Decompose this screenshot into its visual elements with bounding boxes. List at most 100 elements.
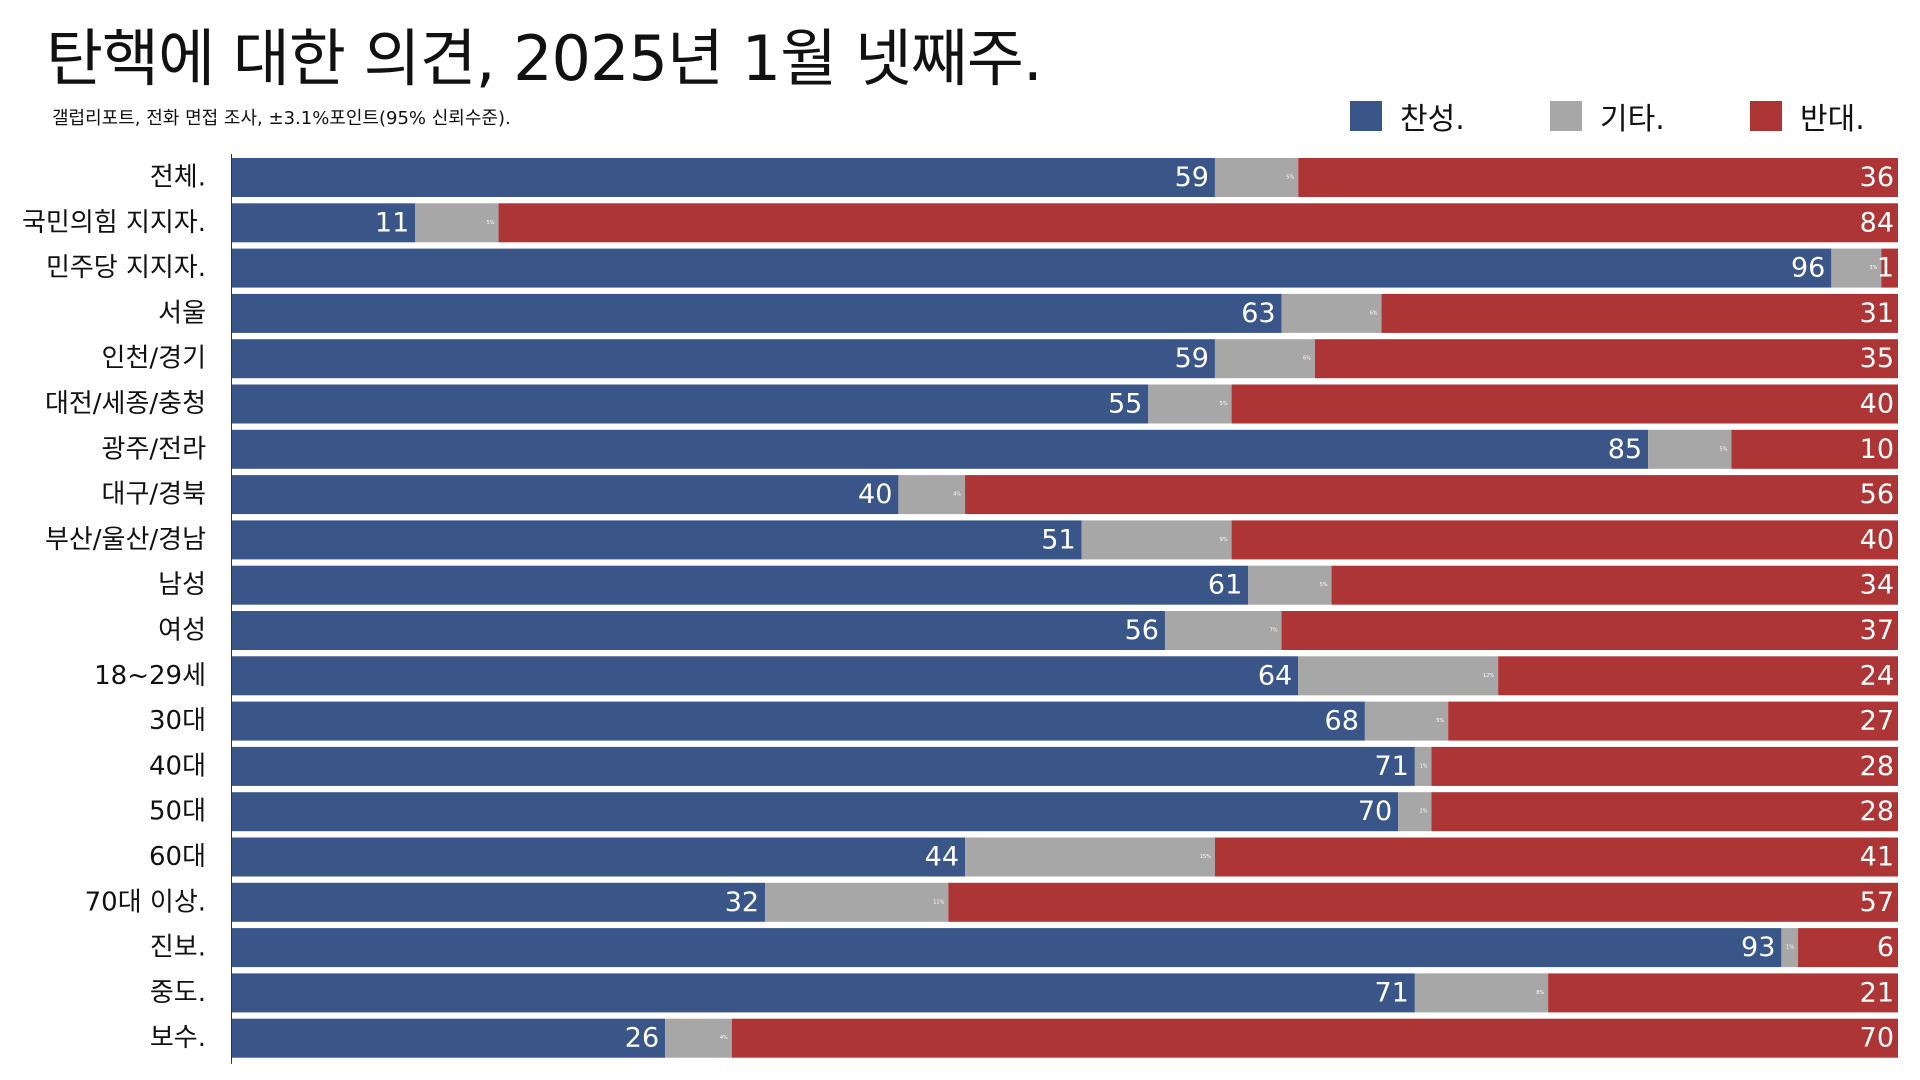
data-label-other: 2% xyxy=(1420,809,1428,815)
category-label: 30대 xyxy=(149,706,206,736)
data-label-support: 59 xyxy=(1175,343,1209,374)
data-label-support: 63 xyxy=(1241,298,1275,329)
data-label-oppose: 57 xyxy=(1860,887,1894,918)
bar-segment xyxy=(1214,339,1315,379)
category-label: 인천/경기 xyxy=(102,344,206,374)
data-label-oppose: 24 xyxy=(1860,660,1894,691)
bar-segment xyxy=(232,429,1649,469)
bar-segment xyxy=(1431,792,1898,832)
bar-segment xyxy=(232,792,1399,832)
bar-segment xyxy=(1148,384,1232,424)
data-label-other: 15% xyxy=(1200,854,1211,860)
data-label-support: 26 xyxy=(625,1023,659,1054)
data-label-oppose: 6 xyxy=(1877,932,1894,963)
data-label-other: 11% xyxy=(933,899,944,905)
data-label-oppose: 36 xyxy=(1860,162,1894,193)
data-label-other: 5% xyxy=(1320,582,1328,588)
bar-segment xyxy=(232,203,416,243)
category-label: 40대 xyxy=(149,751,206,781)
bar-segment xyxy=(232,746,1415,786)
bar-segment xyxy=(1298,158,1898,197)
data-label-support: 68 xyxy=(1325,706,1359,737)
bar-segment xyxy=(1648,429,1732,469)
bar-segment xyxy=(1431,746,1898,786)
data-label-other: 7% xyxy=(1270,628,1278,634)
category-label: 대전/세종/충청 xyxy=(45,389,206,419)
data-label-oppose: 34 xyxy=(1860,570,1894,601)
data-label-other: 4% xyxy=(953,492,961,498)
bar-segment xyxy=(1548,973,1898,1013)
category-label: 중도. xyxy=(150,978,206,1008)
data-label-support: 64 xyxy=(1258,660,1292,691)
data-label-support: 71 xyxy=(1375,751,1409,782)
data-label-other: 1% xyxy=(1420,763,1428,769)
bar-segment xyxy=(1281,611,1898,650)
bar-segment xyxy=(1781,928,1799,968)
bar-segment xyxy=(1831,248,1882,288)
data-label-oppose: 28 xyxy=(1860,751,1894,782)
category-label: 진보. xyxy=(150,933,206,963)
data-label-oppose: 1 xyxy=(1877,253,1894,284)
legend-item-support: 찬성. xyxy=(1350,98,1465,137)
category-label: 18~29세 xyxy=(94,661,206,691)
bar-segment xyxy=(1214,837,1898,877)
data-label-oppose: 40 xyxy=(1860,389,1894,420)
data-label-oppose: 35 xyxy=(1860,343,1894,374)
bar-segment xyxy=(731,1018,1898,1058)
category-label: 민주당 지지자. xyxy=(46,253,206,283)
bar-segment xyxy=(232,882,766,922)
category-label: 부산/울산/경남 xyxy=(45,525,206,555)
category-label: 보수. xyxy=(150,1023,206,1053)
bar-segment xyxy=(232,248,1832,288)
data-label-other: 6% xyxy=(1303,356,1311,362)
bar-segment xyxy=(1414,746,1432,786)
bar-segment xyxy=(415,203,499,243)
category-label: 광주/전라 xyxy=(102,434,207,464)
data-label-oppose: 10 xyxy=(1860,434,1894,465)
bar-segment xyxy=(1731,429,1898,469)
bar-segment xyxy=(1798,928,1898,968)
data-label-other: 3% xyxy=(1869,265,1877,271)
data-label-oppose: 37 xyxy=(1860,615,1894,646)
bar-segment xyxy=(232,1018,666,1058)
bar-segment xyxy=(1281,293,1382,333)
category-label: 국민의힘 지지자. xyxy=(22,208,206,238)
legend-label-oppose: 반대. xyxy=(1800,102,1865,137)
bar-segment xyxy=(965,837,1215,877)
data-label-support: 93 xyxy=(1741,932,1775,963)
legend-swatch-other xyxy=(1550,101,1582,131)
data-label-other: 6% xyxy=(1370,310,1378,316)
data-label-support: 44 xyxy=(925,842,959,873)
data-label-support: 40 xyxy=(858,479,892,510)
data-label-support: 70 xyxy=(1358,796,1392,827)
chart-subtitle: 갤럽리포트, 전화 면접 조사, ±3.1%포인트(95% 신뢰수준). xyxy=(52,108,511,129)
bar-segment xyxy=(948,882,1898,922)
bar-segment xyxy=(232,520,1082,560)
bar-segment xyxy=(232,158,1215,197)
category-label: 70대 이상. xyxy=(85,887,206,917)
data-label-other: 5% xyxy=(1436,718,1444,724)
bar-segment xyxy=(498,203,1898,243)
legend-swatch-support xyxy=(1350,101,1382,131)
bar-segment xyxy=(1381,293,1898,333)
chart-legend: 찬성. 기타. 반대. xyxy=(1350,98,1910,138)
legend-swatch-oppose xyxy=(1750,101,1782,131)
bar-segment xyxy=(1248,565,1332,605)
bar-segment xyxy=(1231,520,1898,560)
data-label-support: 56 xyxy=(1125,615,1159,646)
bar-segment xyxy=(1298,656,1499,696)
data-label-oppose: 31 xyxy=(1860,298,1894,329)
data-label-other: 5% xyxy=(1220,401,1228,407)
data-label-other: 1% xyxy=(1786,945,1794,951)
legend-item-oppose: 반대. xyxy=(1750,98,1865,137)
data-label-support: 59 xyxy=(1175,162,1209,193)
bar-segment xyxy=(232,339,1215,379)
data-label-oppose: 56 xyxy=(1860,479,1894,510)
category-label: 서울 xyxy=(158,298,206,328)
bar-segment xyxy=(232,475,899,515)
legend-item-other: 기타. xyxy=(1550,98,1665,137)
data-label-support: 85 xyxy=(1608,434,1642,465)
category-label: 여성 xyxy=(158,616,206,646)
category-label: 남성 xyxy=(158,570,206,600)
